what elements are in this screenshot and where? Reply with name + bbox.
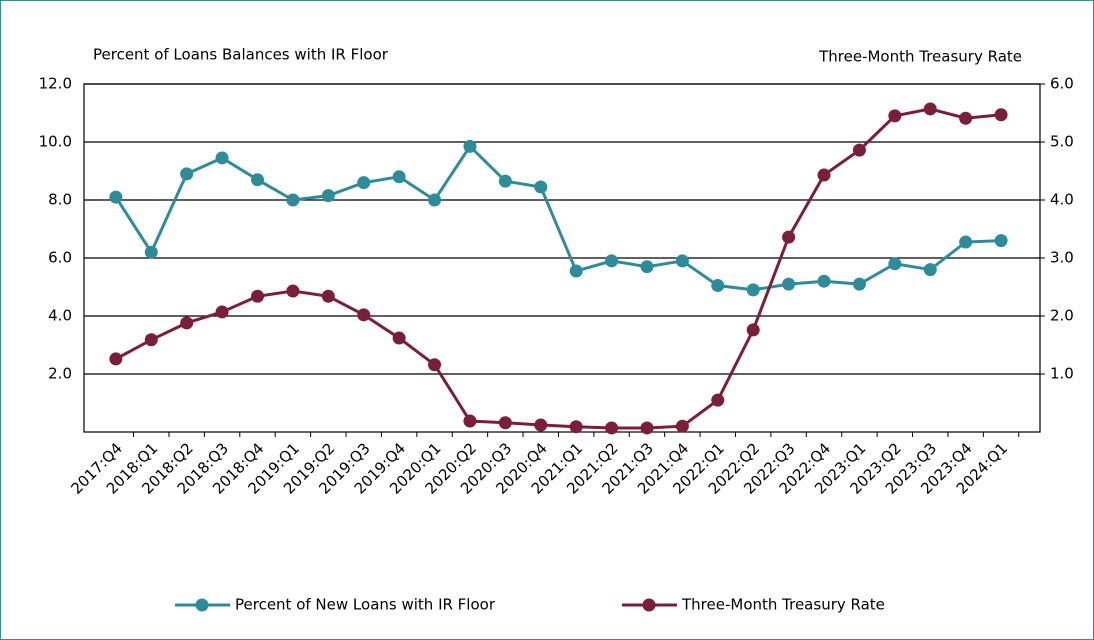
point — [675, 419, 689, 433]
point — [392, 331, 406, 345]
legend-label: Three-Month Treasury Rate — [681, 596, 885, 614]
y-tick-label: 2.0 — [48, 365, 72, 383]
y-axis-title: Percent of Loans Balances with IR Floor — [93, 46, 389, 64]
point — [428, 358, 442, 372]
point — [463, 414, 477, 428]
point — [852, 277, 866, 291]
y2-tick-label: 3.0 — [1050, 249, 1074, 267]
y-tick-label: 8.0 — [48, 191, 72, 209]
point — [711, 279, 725, 293]
legend-label: Percent of New Loans with IR Floor — [235, 596, 496, 614]
point — [498, 416, 512, 430]
point — [923, 263, 937, 277]
point — [250, 289, 264, 303]
point — [286, 284, 300, 298]
point — [463, 139, 477, 153]
point — [746, 323, 760, 337]
y-tick-label: 12.0 — [39, 75, 72, 93]
y2-tick-label: 4.0 — [1050, 191, 1074, 209]
y2-tick-label: 1.0 — [1050, 365, 1074, 383]
point — [569, 420, 583, 434]
point — [109, 352, 123, 366]
point — [144, 333, 158, 347]
point — [250, 173, 264, 187]
y2-axis-title: Three-Month Treasury Rate — [818, 48, 1022, 66]
point — [746, 283, 760, 297]
point — [357, 308, 371, 322]
y-tick-label: 6.0 — [48, 249, 72, 267]
y2-tick-label: 5.0 — [1050, 133, 1074, 151]
point — [286, 193, 300, 207]
point — [144, 245, 158, 259]
point — [428, 193, 442, 207]
point — [321, 189, 335, 203]
point — [640, 421, 654, 435]
y2-tick-label: 6.0 — [1050, 75, 1074, 93]
legend-marker — [195, 598, 209, 612]
point — [215, 305, 229, 319]
point — [994, 108, 1008, 122]
point — [215, 151, 229, 165]
point — [392, 170, 406, 184]
point — [888, 257, 902, 271]
point — [321, 289, 335, 303]
y-tick-label: 4.0 — [48, 307, 72, 325]
point — [640, 260, 654, 274]
point — [605, 421, 619, 435]
point — [994, 234, 1008, 248]
point — [498, 174, 512, 188]
point — [852, 143, 866, 157]
point — [923, 102, 937, 116]
y2-tick-label: 2.0 — [1050, 307, 1074, 325]
point — [711, 393, 725, 407]
point — [959, 111, 973, 125]
point — [888, 109, 902, 123]
point — [782, 277, 796, 291]
point — [817, 168, 831, 182]
point — [569, 264, 583, 278]
point — [180, 167, 194, 181]
point — [817, 274, 831, 288]
point — [534, 180, 548, 194]
y-tick-label: 10.0 — [39, 133, 72, 151]
point — [357, 176, 371, 190]
point — [109, 190, 123, 204]
legend-marker — [642, 598, 656, 612]
point — [534, 418, 548, 432]
point — [675, 254, 689, 268]
point — [782, 230, 796, 244]
point — [180, 316, 194, 330]
point — [605, 254, 619, 268]
point — [959, 235, 973, 249]
